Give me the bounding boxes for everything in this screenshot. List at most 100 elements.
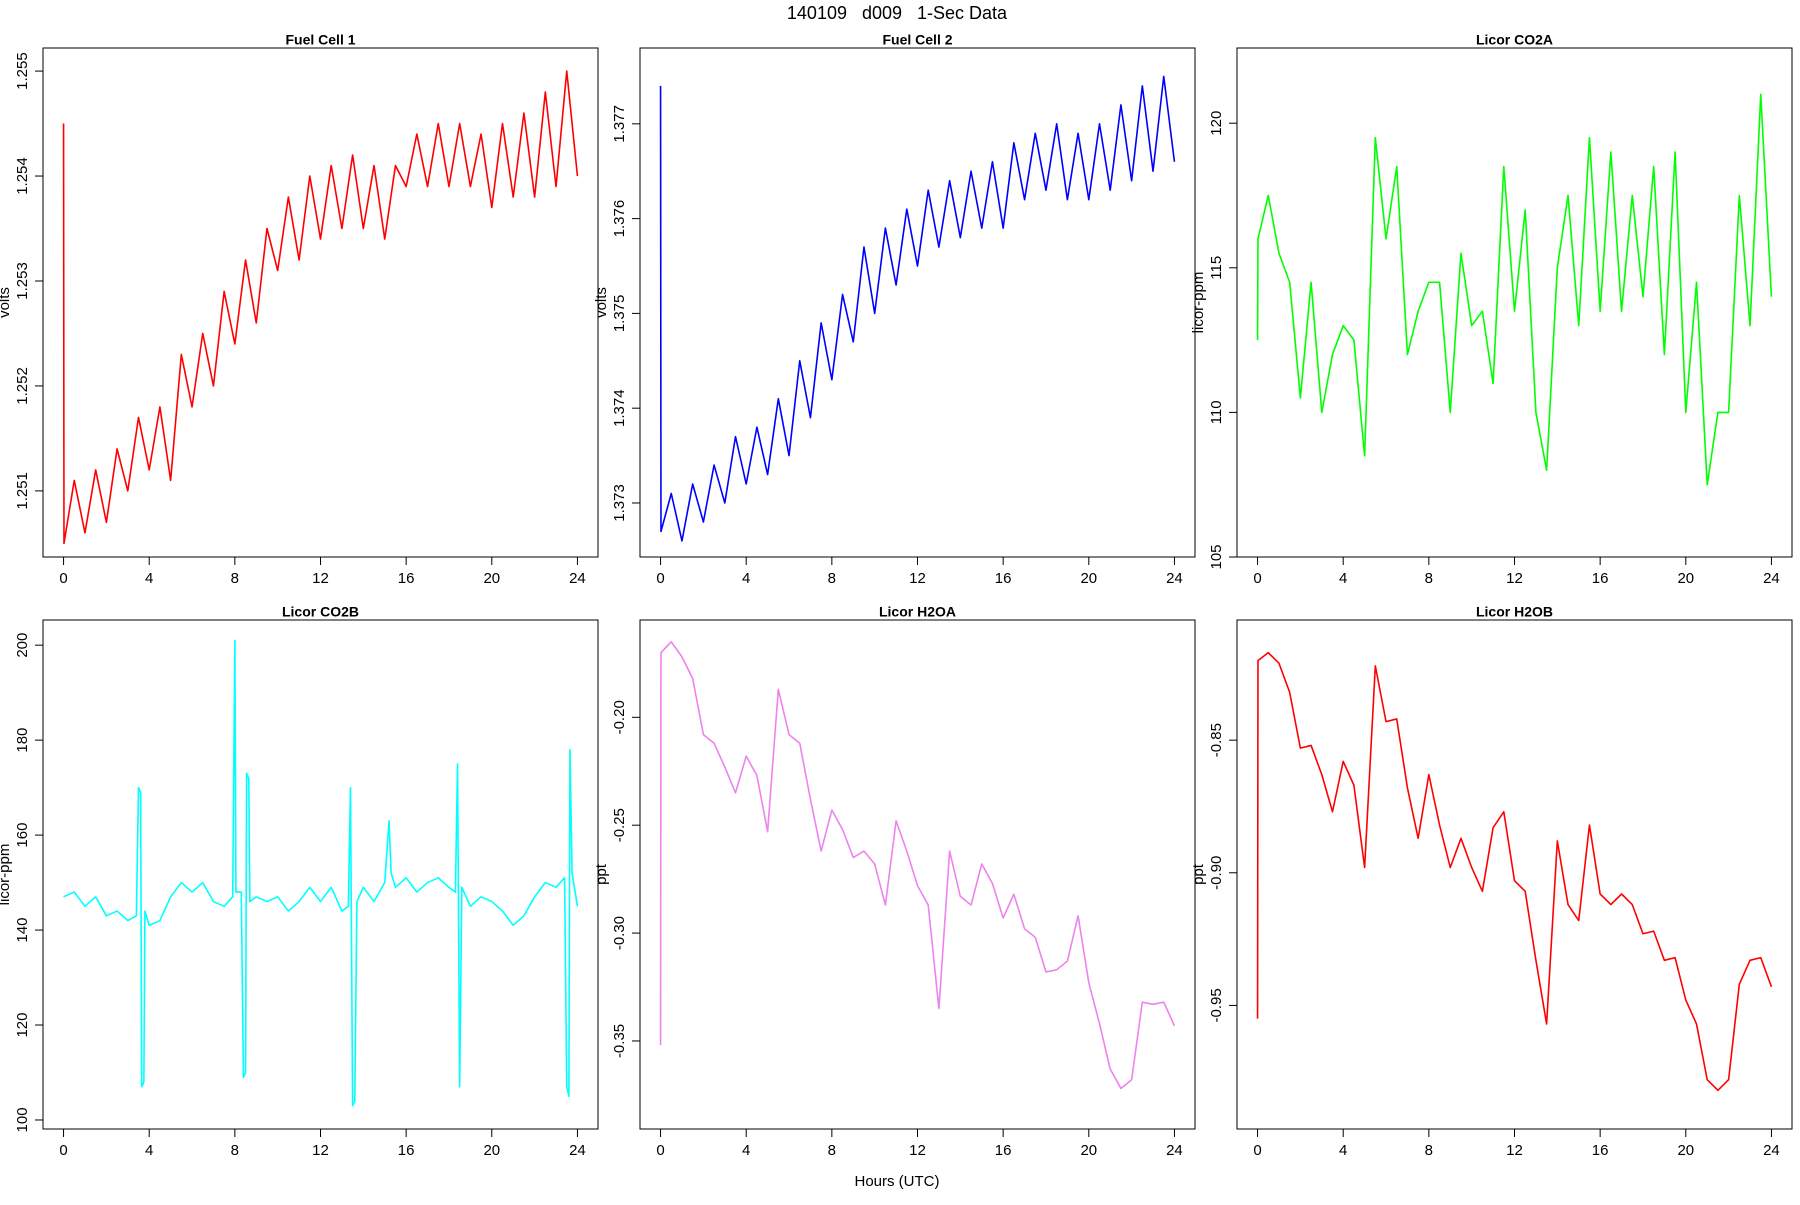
x-tick-label: 20 [483, 1142, 500, 1159]
x-tick-label: 20 [1080, 1142, 1097, 1159]
panel: Licor H2OA ppt 0 4 8 12 16 20 24 -0.20 -0.25 -0.30 -… [593, 604, 1196, 1159]
plot-frame [639, 619, 1196, 1130]
x-tick-label: 0 [1253, 570, 1261, 587]
x-tick-label: 24 [569, 570, 586, 587]
x-tick-label: 4 [1339, 570, 1347, 587]
y-tick-label: 1.251 [14, 472, 31, 510]
data-line [63, 639, 579, 1107]
x-tick-label: 0 [59, 1142, 67, 1159]
x-tick-label: 4 [742, 1142, 750, 1159]
data-line [1256, 651, 1773, 1092]
y-tick-label: 115 [1208, 256, 1225, 280]
plot-area [659, 640, 1176, 1090]
y-tick-label: 120 [14, 1013, 31, 1038]
y-tick-label: -0.85 [1208, 723, 1225, 757]
panel: Fuel Cell 1 volts 0 4 8 12 16 20 24 1.251 1.252 1.2… [0, 32, 599, 587]
plot-frame [42, 47, 599, 558]
figure-title: 140109 d009 1-Sec Data [787, 3, 1008, 23]
y-tick-label: 1.376 [611, 200, 628, 238]
x-tick-label: 24 [569, 1142, 586, 1159]
x-tick-label: 0 [59, 570, 67, 587]
x-tick-label: 8 [1425, 1142, 1433, 1159]
y-tick-label: 1.375 [611, 295, 628, 333]
y-tick-label: 160 [14, 823, 31, 848]
plot-area [659, 75, 1176, 542]
x-tick-label: 0 [656, 570, 664, 587]
y-tick-label: 1.253 [14, 262, 31, 300]
x-tick-label: 0 [656, 1142, 664, 1159]
x-tick-label: 4 [145, 1142, 153, 1159]
panel: Licor CO2A licor-ppm 0 4 8 12 16 20 24 105 110 115 1… [1190, 32, 1793, 587]
x-tick-label: 4 [742, 570, 750, 587]
y-axis-label: ppt [1190, 863, 1207, 885]
y-tick-label: 110 [1208, 400, 1225, 424]
x-tick-label: 16 [398, 570, 415, 587]
y-tick-label: 140 [14, 918, 31, 943]
y-tick-label: 1.373 [611, 484, 628, 522]
panel: Fuel Cell 2 volts 0 4 8 12 16 20 24 1.373 1.374 1.3… [593, 32, 1196, 587]
x-tick-label: 16 [1592, 570, 1609, 587]
y-tick-label: -0.35 [611, 1024, 628, 1058]
data-line [1256, 93, 1773, 486]
x-tick-label: 20 [1677, 570, 1694, 587]
panel-title: Licor CO2A [1476, 32, 1553, 48]
y-axis-label: ppt [593, 863, 610, 885]
data-line [62, 70, 579, 545]
plot-frame [1236, 47, 1793, 558]
y-axis-label: licor-ppm [0, 844, 13, 906]
y-tick-label: 1.377 [611, 105, 628, 143]
plot-frame [42, 619, 599, 1130]
x-tick-label: 8 [828, 570, 836, 587]
y-axis-label: volts [0, 287, 13, 318]
x-tick-label: 4 [145, 570, 153, 587]
y-axis-label: licor-ppm [1190, 272, 1207, 334]
x-tick-label: 12 [909, 570, 926, 587]
plot-area [1256, 93, 1773, 486]
plot-frame [1236, 619, 1793, 1130]
x-tick-label: 12 [312, 570, 329, 587]
x-tick-label: 8 [1425, 570, 1433, 587]
x-tick-label: 20 [483, 570, 500, 587]
panel-title: Licor CO2B [282, 604, 359, 620]
y-tick-label: 1.252 [14, 367, 31, 405]
x-tick-label: 16 [995, 570, 1012, 587]
plot-area [63, 639, 579, 1107]
x-tick-label: 12 [1506, 1142, 1523, 1159]
y-tick-label: 180 [14, 728, 31, 753]
x-tick-label: 24 [1166, 570, 1183, 587]
y-tick-label: 100 [14, 1107, 31, 1132]
x-tick-label: 0 [1253, 1142, 1261, 1159]
x-tick-label: 24 [1763, 1142, 1780, 1159]
data-line [659, 75, 1176, 542]
panel: Licor CO2B licor-ppm 0 4 8 12 16 20 24 100 120 140 1… [0, 604, 599, 1159]
y-tick-label: -0.25 [611, 808, 628, 842]
y-tick-label: 1.255 [14, 52, 31, 90]
x-tick-label: 8 [231, 1142, 239, 1159]
panel-title: Fuel Cell 2 [882, 32, 952, 48]
plot-frame [639, 47, 1196, 558]
x-tick-label: 20 [1080, 570, 1097, 587]
y-tick-label: 120 [1208, 111, 1225, 136]
plot-area [1256, 651, 1773, 1092]
y-tick-label: 200 [14, 633, 31, 658]
y-tick-label: -0.20 [611, 700, 628, 734]
panel: Licor H2OB ppt 0 4 8 12 16 20 24 -0.85 -0.90 -0.95 [1190, 604, 1793, 1159]
x-tick-label: 4 [1339, 1142, 1347, 1159]
data-line [659, 640, 1176, 1090]
y-tick-label: 1.254 [14, 157, 31, 195]
y-axis-label: volts [593, 287, 610, 318]
x-tick-label: 12 [312, 1142, 329, 1159]
x-tick-label: 16 [1592, 1142, 1609, 1159]
x-tick-label: 12 [909, 1142, 926, 1159]
panel-title: Licor H2OB [1476, 604, 1553, 620]
panel-title: Fuel Cell 1 [285, 32, 355, 48]
x-axis-label: Hours (UTC) [855, 1173, 940, 1190]
y-tick-label: -0.30 [611, 916, 628, 950]
y-tick-label: 1.374 [611, 389, 628, 427]
x-tick-label: 16 [995, 1142, 1012, 1159]
x-tick-label: 16 [398, 1142, 415, 1159]
x-tick-label: 8 [231, 570, 239, 587]
